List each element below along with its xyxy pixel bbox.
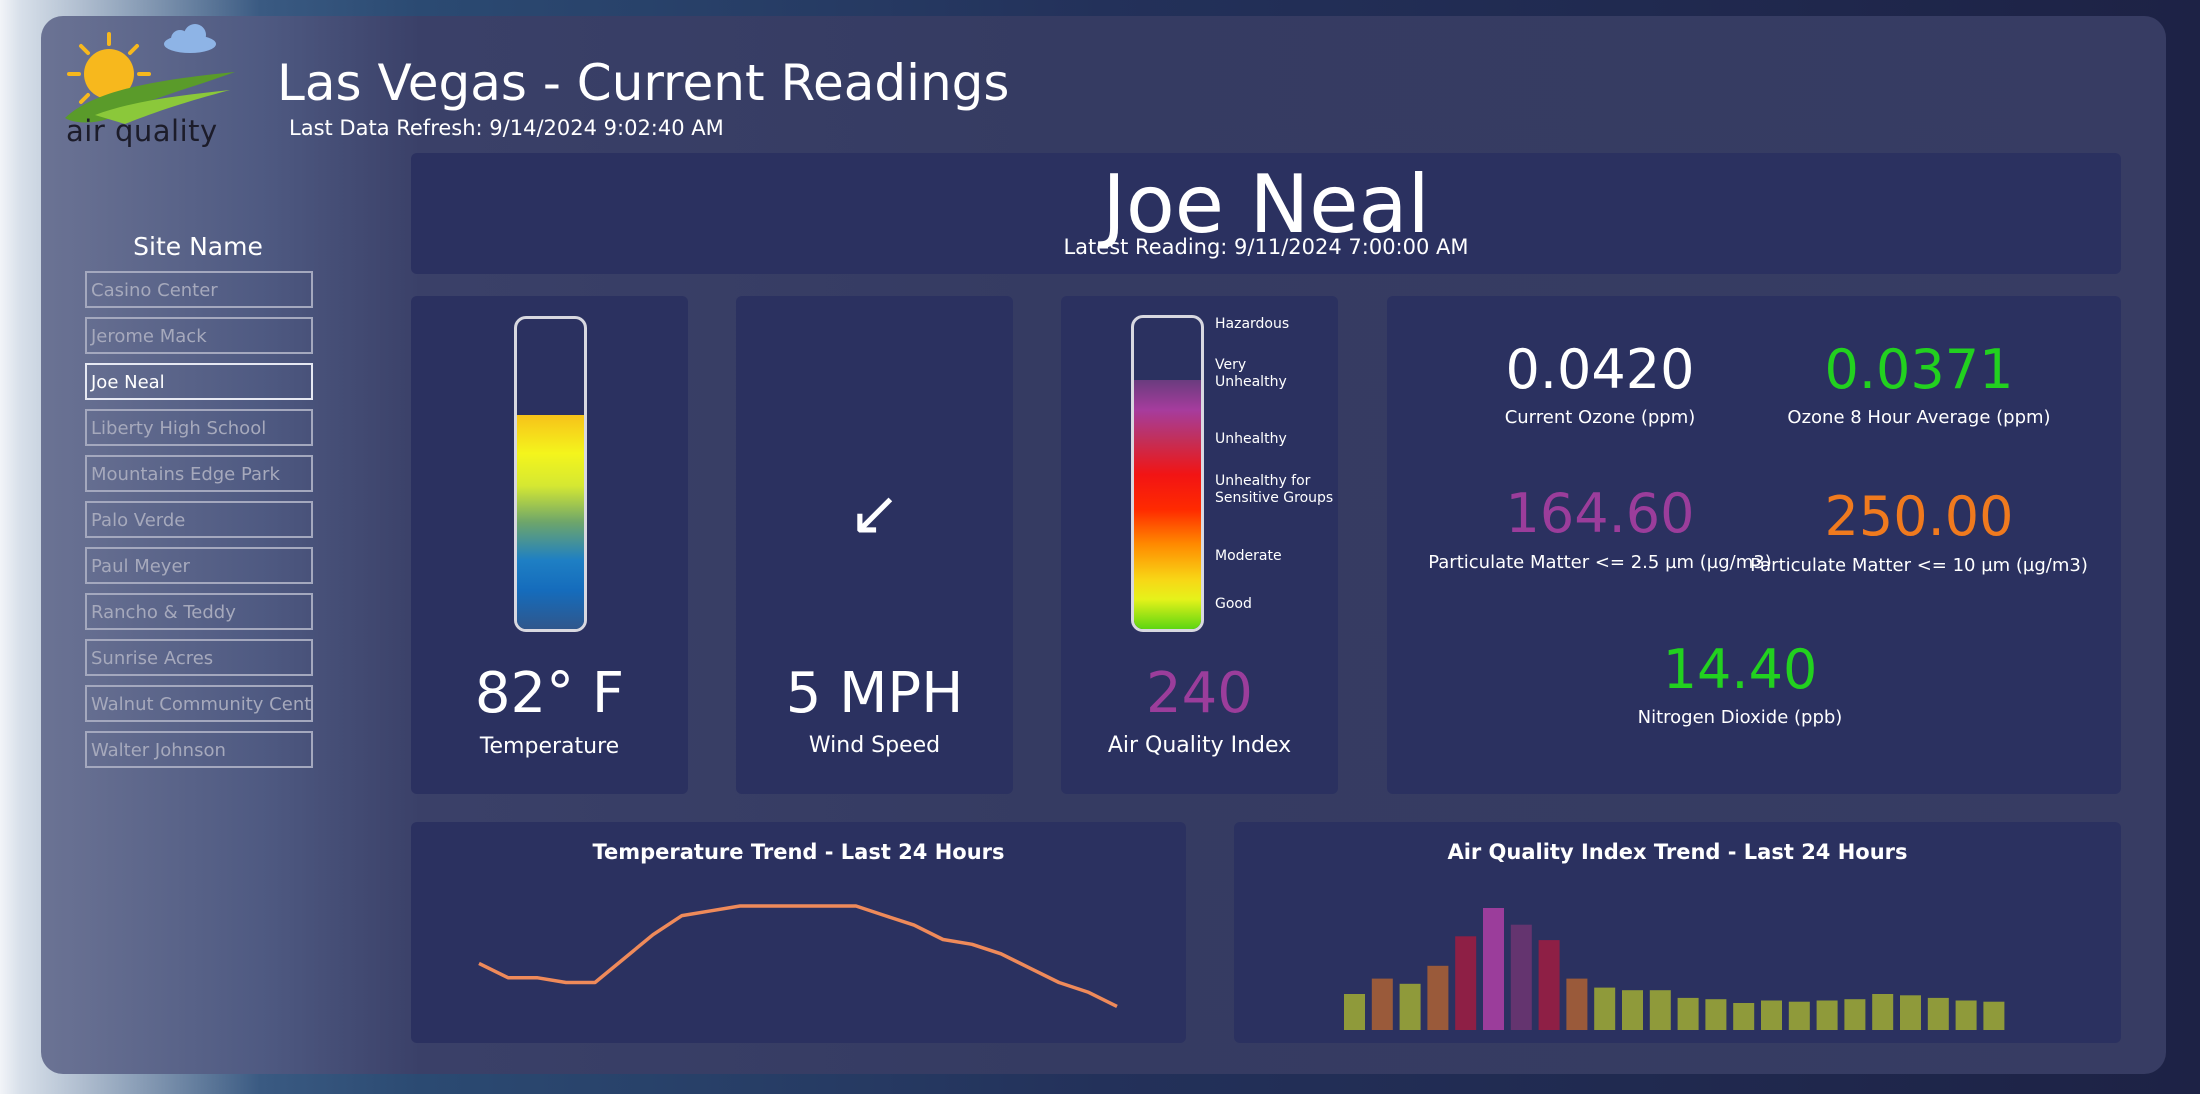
aqi-trend-bar-7 <box>1538 940 1560 1030</box>
site-item-jerome-mack[interactable]: Jerome Mack <box>85 317 313 354</box>
thermometer-gauge <box>514 316 587 632</box>
site-list: Casino Center Jerome Mack Joe Neal Liber… <box>85 271 313 777</box>
aqi-trend-bar-21 <box>1927 997 1949 1030</box>
ozone-8hr-label: Ozone 8 Hour Average (ppm) <box>1787 407 2051 428</box>
temperature-trend-chart <box>478 904 1118 1008</box>
aqi-scale-sensitive-groups: Unhealthy for Sensitive Groups <box>1215 473 1334 506</box>
aqi-trend-bar-18 <box>1844 999 1866 1030</box>
site-item-paul-meyer[interactable]: Paul Meyer <box>85 547 313 584</box>
site-item-liberty-high-school[interactable]: Liberty High School <box>85 409 313 446</box>
wind-direction-icon: ↙ <box>848 476 901 549</box>
aqi-trend-bar-16 <box>1788 1001 1810 1030</box>
aqi-scale-unhealthy: Unhealthy <box>1215 431 1287 447</box>
aqi-scale-moderate: Moderate <box>1215 548 1282 564</box>
aqi-trend-bar-11 <box>1649 990 1671 1030</box>
aqi-trend-bar-0 <box>1344 994 1365 1030</box>
site-item-walnut-community-center[interactable]: Walnut Community Center <box>85 685 313 722</box>
temperature-value: 82° F <box>474 661 625 726</box>
aqi-trend-card: Air Quality Index Trend - Last 24 Hours <box>1234 822 2121 1043</box>
aqi-trend-chart <box>1344 908 2005 1030</box>
aqi-trend-title: Air Quality Index Trend - Last 24 Hours <box>1447 840 1908 864</box>
logo-text: air quality <box>66 114 218 148</box>
aqi-scale-very-unhealthy: Very Unhealthy <box>1215 357 1287 390</box>
site-item-casino-center[interactable]: Casino Center <box>85 271 313 308</box>
current-ozone-label: Current Ozone (ppm) <box>1504 407 1696 428</box>
air-quality-logo <box>65 24 235 124</box>
aqi-trend-bar-19 <box>1872 994 1894 1030</box>
site-item-rancho-teddy[interactable]: Rancho & Teddy <box>85 593 313 630</box>
aqi-trend-bar-14 <box>1733 1003 1755 1030</box>
aqi-trend-bar-15 <box>1761 1000 1782 1030</box>
no2-label: Nitrogen Dioxide (ppb) <box>1637 707 1843 728</box>
cloud-icon <box>164 24 216 53</box>
temperature-card: 82° F Temperature <box>411 296 688 794</box>
no2-value: 14.40 <box>1662 638 1818 701</box>
aqi-scale-hazardous: Hazardous <box>1215 316 1290 332</box>
aqi-trend-bar-6 <box>1510 924 1532 1030</box>
aqi-trend-bar-10 <box>1622 990 1643 1030</box>
aqi-trend-bar-2 <box>1399 983 1421 1030</box>
aqi-trend-bar-12 <box>1677 997 1699 1030</box>
page-title: Las Vegas - Current Readings <box>277 54 1010 112</box>
aqi-gauge <box>1131 315 1204 632</box>
aqi-trend-bar-17 <box>1816 1000 1838 1030</box>
pm10-value: 250.00 <box>1824 485 2014 548</box>
temperature-trend-line <box>478 904 1118 1008</box>
wind-speed-value: 5 MPH <box>785 661 964 726</box>
site-item-mountains-edge-park[interactable]: Mountains Edge Park <box>85 455 313 492</box>
last-refresh: Last Data Refresh: 9/14/2024 9:02:40 AM <box>289 116 724 140</box>
temperature-trend-card: Temperature Trend - Last 24 Hours <box>411 822 1186 1043</box>
selected-site-name: Joe Neal <box>1102 158 1430 251</box>
wind-speed-label: Wind Speed <box>808 733 941 758</box>
aqi-trend-bar-22 <box>1955 1000 1977 1030</box>
aqi-trend-bar-1 <box>1371 978 1393 1030</box>
leaf-icon <box>65 72 235 124</box>
pm10-label: Particulate Matter <= 10 µm (µg/m3) <box>1750 555 2088 576</box>
aqi-trend-bar-8 <box>1566 978 1588 1030</box>
aqi-trend-bar-9 <box>1594 987 1616 1030</box>
aqi-trend-bar-4 <box>1455 936 1477 1030</box>
pollutant-metrics-card: 0.0420 Current Ozone (ppm) 0.0371 Ozone … <box>1387 296 2121 794</box>
temperature-label: Temperature <box>479 734 620 759</box>
site-item-walter-johnson[interactable]: Walter Johnson <box>85 731 313 768</box>
aqi-trend-bar-20 <box>1900 995 1921 1030</box>
site-item-sunrise-acres[interactable]: Sunrise Acres <box>85 639 313 676</box>
current-ozone-value: 0.0420 <box>1505 338 1695 401</box>
site-header-panel: Joe Neal Latest Reading: 9/11/2024 7:00:… <box>411 153 2121 274</box>
aqi-trend-bar-23 <box>1983 1001 2005 1030</box>
temperature-trend-title: Temperature Trend - Last 24 Hours <box>592 840 1005 864</box>
wind-card: ↙ 5 MPH Wind Speed <box>736 296 1013 794</box>
pm25-label: Particulate Matter <= 2.5 µm (µg/m3) <box>1428 552 1772 573</box>
aqi-trend-bar-5 <box>1483 908 1504 1030</box>
aqi-value: 240 <box>1146 661 1253 726</box>
latest-reading: Latest Reading: 9/11/2024 7:00:00 AM <box>1063 235 1469 259</box>
site-item-palo-verde[interactable]: Palo Verde <box>85 501 313 538</box>
sun-icon <box>67 32 151 114</box>
site-name-heading: Site Name <box>133 232 263 261</box>
site-item-joe-neal[interactable]: Joe Neal <box>85 363 313 400</box>
aqi-card: Hazardous Very Unhealthy Unhealthy Unheal… <box>1061 296 1338 794</box>
ozone-8hr-value: 0.0371 <box>1824 338 2014 401</box>
aqi-trend-bar-3 <box>1427 965 1449 1030</box>
pm25-value: 164.60 <box>1505 482 1695 545</box>
aqi-trend-bar-13 <box>1705 999 1727 1030</box>
aqi-scale-good: Good <box>1215 596 1252 612</box>
aqi-label: Air Quality Index <box>1107 733 1292 758</box>
